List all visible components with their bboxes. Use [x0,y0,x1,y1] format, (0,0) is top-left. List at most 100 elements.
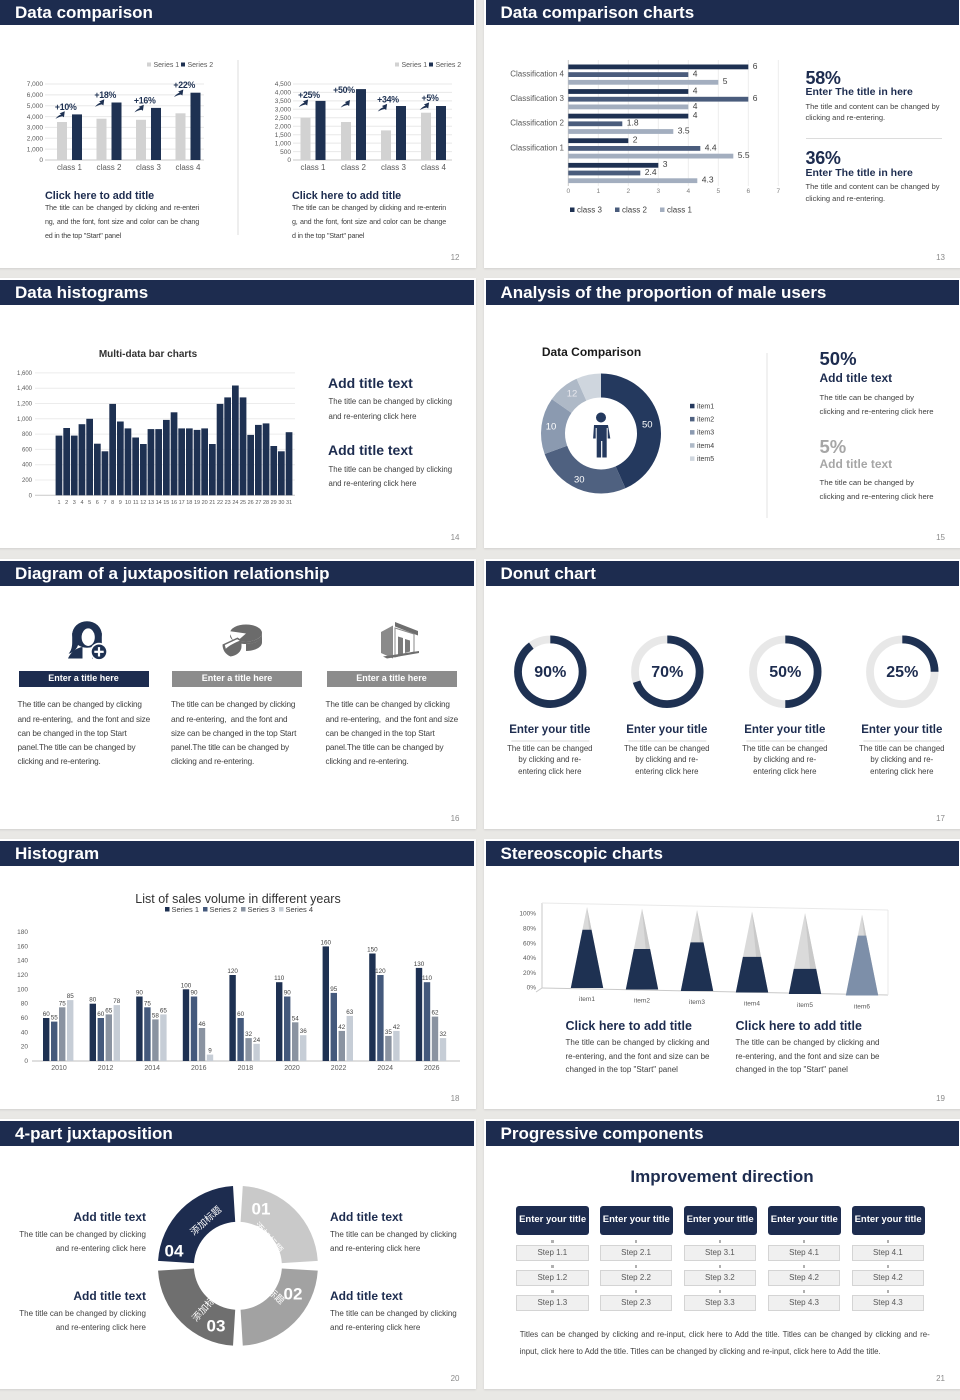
svg-text:9: 9 [119,500,122,506]
svg-text:30: 30 [574,475,585,486]
svg-text:140: 140 [17,957,28,964]
svg-text:4: 4 [80,500,83,506]
svg-text:60: 60 [97,1011,105,1018]
svg-text:1,000: 1,000 [17,417,33,423]
svg-text:+18%: +18% [94,90,116,100]
svg-text:Series 1: Series 1 [172,905,200,914]
svg-text:60: 60 [21,1015,29,1022]
svg-text:90: 90 [284,989,292,996]
svg-text:0: 0 [566,188,570,195]
svg-text:class 3: class 3 [577,206,602,215]
svg-text:4,000: 4,000 [275,90,292,97]
svg-text:item5: item5 [797,1002,813,1009]
svg-text:2014: 2014 [144,1065,160,1072]
svg-text:2018: 2018 [238,1065,254,1072]
svg-text:4: 4 [692,69,697,79]
svg-text:4.3: 4.3 [701,175,713,185]
svg-text:78: 78 [113,998,121,1005]
svg-text:+5%: +5% [421,93,439,103]
svg-text:class 2: class 2 [341,163,366,172]
svg-text:2,000: 2,000 [27,136,44,143]
svg-text:800: 800 [22,432,33,438]
svg-text:3,000: 3,000 [27,125,44,132]
svg-text:Classification 2: Classification 2 [510,119,564,128]
svg-text:110: 110 [274,975,285,982]
svg-text:Series 1: Series 1 [402,62,428,69]
svg-text:62: 62 [431,1009,439,1016]
svg-text:3: 3 [662,159,667,169]
svg-text:2: 2 [626,188,630,195]
svg-text:0: 0 [29,494,33,500]
svg-text:7: 7 [776,188,780,195]
svg-text:7,000: 7,000 [27,81,44,88]
svg-text:23: 23 [225,500,231,506]
svg-text:Series 2: Series 2 [436,62,462,69]
svg-text:1,400: 1,400 [17,386,33,392]
svg-text:4: 4 [692,85,697,95]
svg-text:Classification 4: Classification 4 [510,70,564,79]
svg-text:12: 12 [566,389,577,400]
svg-text:4: 4 [686,188,690,195]
svg-text:24: 24 [253,1037,261,1044]
svg-text:1,000: 1,000 [275,140,292,147]
svg-text:60: 60 [237,1011,245,1018]
svg-text:Series 1: Series 1 [154,62,180,69]
svg-text:0: 0 [287,157,291,164]
svg-text:4,500: 4,500 [275,81,292,88]
svg-text:28: 28 [263,500,269,506]
svg-text:600: 600 [22,448,33,454]
svg-text:95: 95 [330,986,338,993]
svg-text:class 1: class 1 [667,206,692,215]
svg-text:2020: 2020 [284,1065,300,1072]
svg-text:3: 3 [656,188,660,195]
svg-text:2,500: 2,500 [275,115,292,122]
svg-text:80: 80 [21,1000,29,1007]
svg-text:1.8: 1.8 [626,118,638,128]
svg-text:26: 26 [248,500,254,506]
svg-text:20: 20 [202,500,208,506]
svg-text:1,200: 1,200 [17,402,33,408]
svg-text:25%: 25% [886,664,918,681]
svg-text:class 2: class 2 [622,206,647,215]
svg-text:32: 32 [439,1031,447,1038]
svg-text:Classification 1: Classification 1 [510,143,564,152]
svg-text:120: 120 [375,968,386,975]
svg-text:Series 2: Series 2 [210,905,238,914]
svg-text:+34%: +34% [377,95,399,105]
svg-text:25: 25 [240,500,246,506]
svg-text:120: 120 [227,968,238,975]
svg-text:class 3: class 3 [381,163,406,172]
svg-text:22: 22 [217,500,223,506]
svg-text:6: 6 [752,61,757,71]
svg-text:100: 100 [181,982,192,989]
svg-text:160: 160 [17,943,28,950]
svg-text:2: 2 [65,500,68,506]
svg-text:80%: 80% [522,925,535,932]
svg-text:16: 16 [171,500,177,506]
svg-text:13: 13 [148,500,154,506]
svg-text:2022: 2022 [331,1065,347,1072]
svg-text:Classification 3: Classification 3 [510,94,564,103]
svg-text:30: 30 [278,500,284,506]
svg-text:+25%: +25% [298,90,320,100]
svg-text:4,000: 4,000 [27,114,44,121]
svg-text:90%: 90% [534,664,566,681]
svg-text:65: 65 [160,1007,168,1014]
svg-text:01: 01 [252,1200,271,1219]
svg-text:item5: item5 [697,456,714,463]
svg-text:90: 90 [190,989,198,996]
svg-text:class 1: class 1 [301,163,326,172]
svg-text:200: 200 [22,478,33,484]
svg-text:2026: 2026 [424,1065,440,1072]
svg-text:27: 27 [255,500,261,506]
svg-text:Series 4: Series 4 [286,905,314,914]
svg-text:Series 2: Series 2 [188,62,214,69]
svg-text:15: 15 [163,500,169,506]
svg-text:item2: item2 [697,417,714,424]
svg-text:17: 17 [179,500,185,506]
svg-text:40: 40 [21,1029,29,1036]
svg-text:0%: 0% [526,984,536,991]
svg-text:1,600: 1,600 [17,371,33,377]
svg-text:14: 14 [156,500,162,506]
svg-text:75: 75 [59,1000,67,1007]
